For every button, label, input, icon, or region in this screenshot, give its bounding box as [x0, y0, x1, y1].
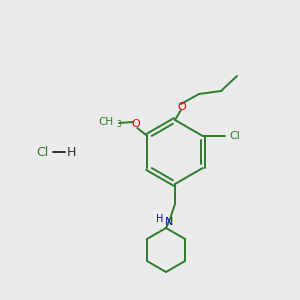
Text: O: O [131, 119, 140, 129]
Text: H: H [66, 146, 76, 158]
Text: CH: CH [98, 117, 113, 127]
Text: H: H [156, 214, 164, 224]
Text: Cl: Cl [36, 146, 48, 158]
Text: Cl: Cl [230, 131, 241, 141]
Text: 3: 3 [116, 120, 121, 129]
Text: O: O [178, 102, 186, 112]
Text: N: N [165, 217, 173, 227]
